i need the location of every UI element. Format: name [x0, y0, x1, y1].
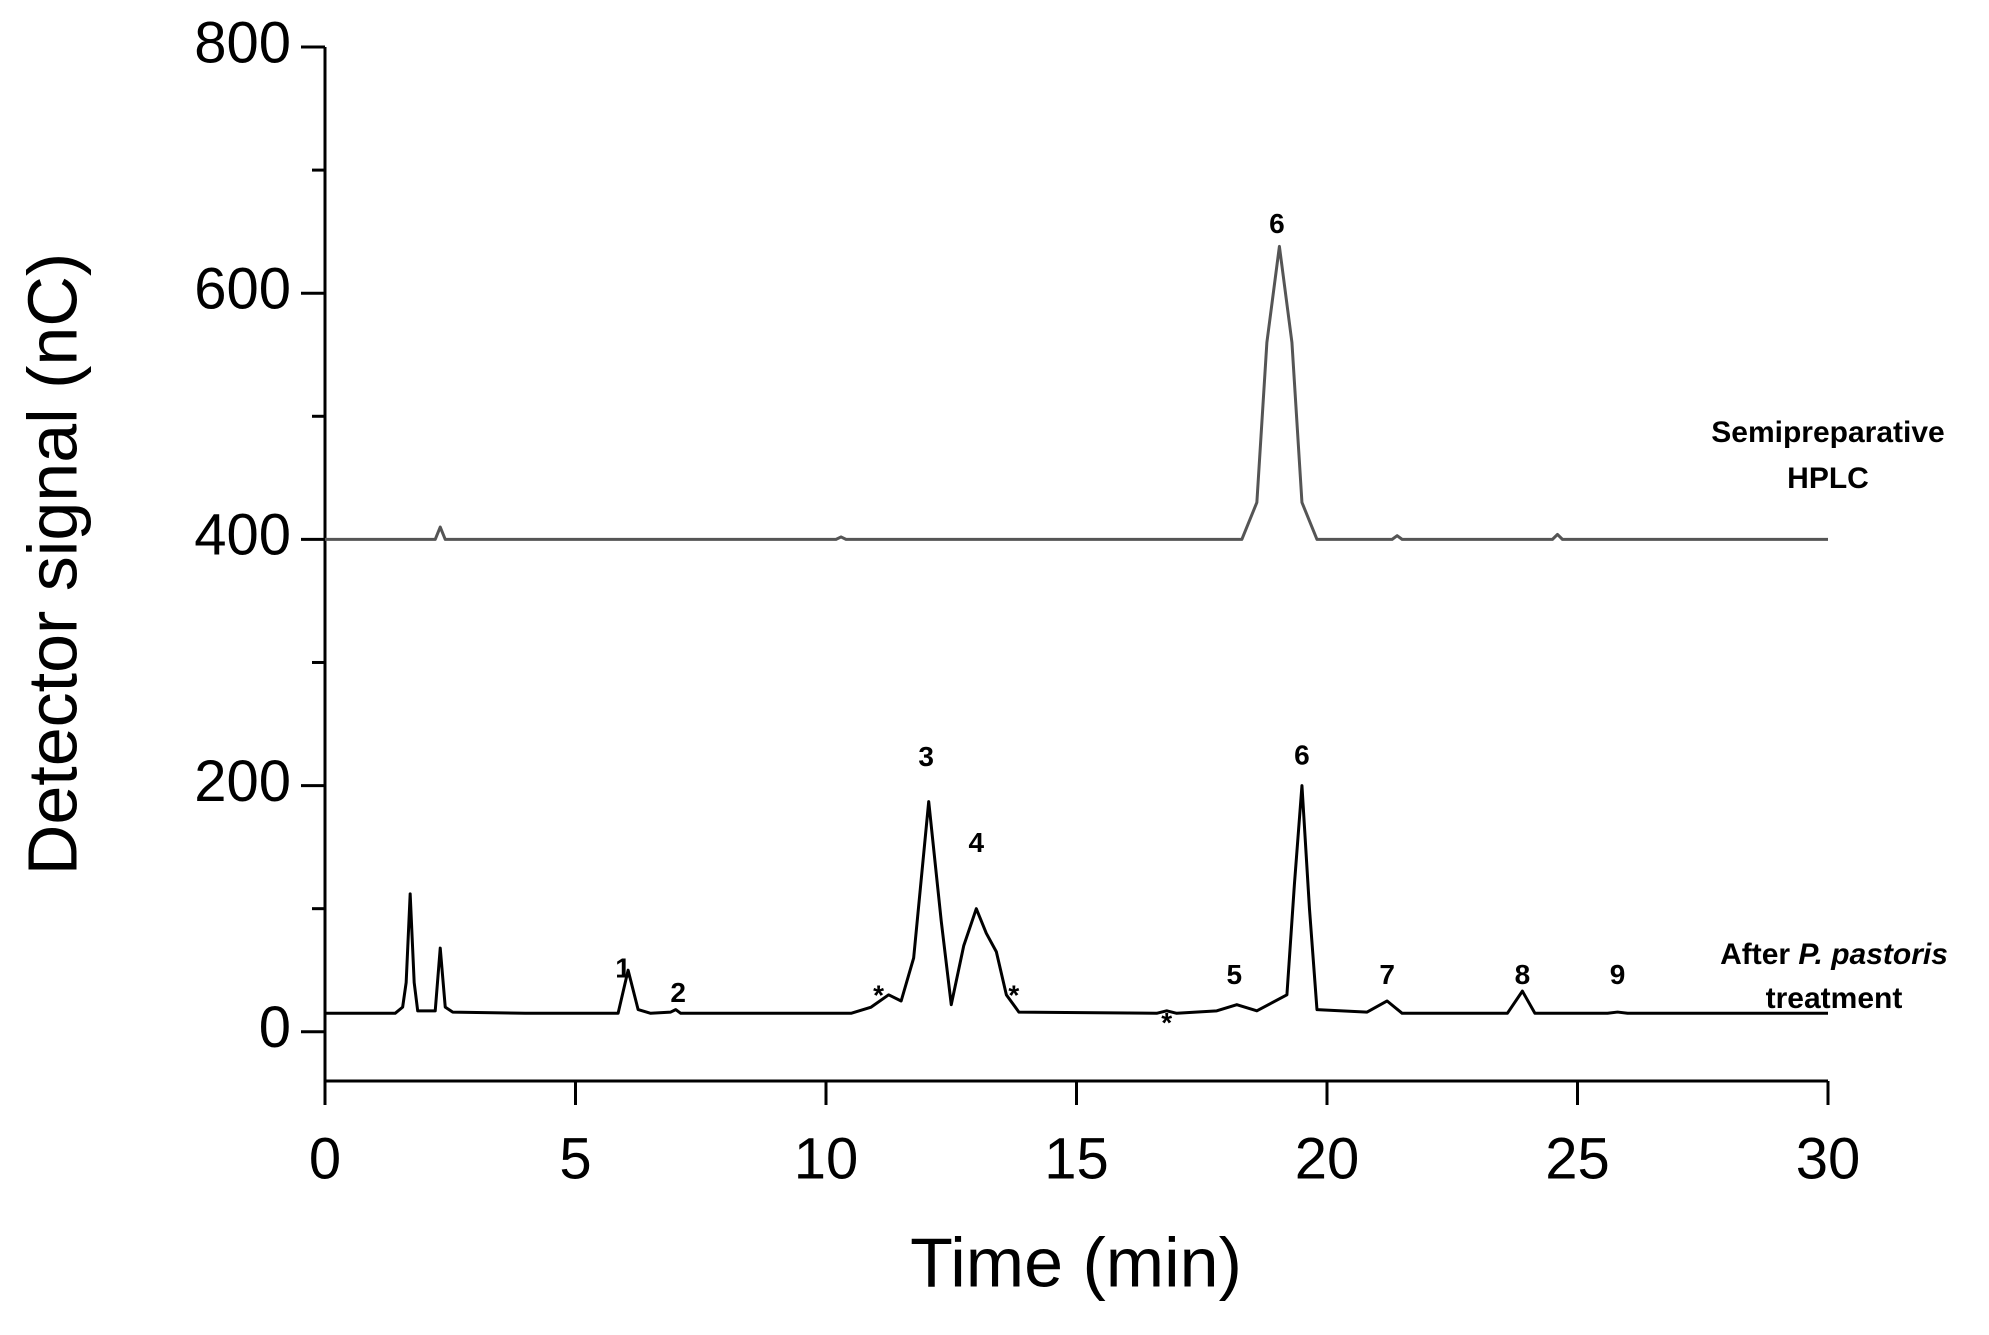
series-label: HPLC — [1787, 462, 1869, 495]
series-label-part: treatment — [1766, 982, 1903, 1015]
peak-label: 9 — [1610, 959, 1626, 990]
series-label-part: Semipreparative — [1711, 416, 1944, 449]
x-tick-label: 30 — [1796, 1126, 1861, 1191]
series-label-part: P. pastoris — [1798, 938, 1948, 971]
series-label-part: After — [1720, 938, 1798, 971]
x-tick-label: 0 — [309, 1126, 341, 1191]
x-tick-label: 5 — [559, 1126, 591, 1191]
x-tick-label: 25 — [1545, 1126, 1610, 1191]
y-tick-label: 200 — [194, 749, 291, 814]
series-line — [325, 244, 1828, 541]
peak-label: 3 — [918, 741, 934, 772]
series-label: treatment — [1766, 982, 1903, 1015]
peak-label: 4 — [969, 827, 985, 858]
peak-label: 2 — [670, 977, 686, 1008]
series-label-part: HPLC — [1787, 462, 1869, 495]
peak-label: 8 — [1515, 959, 1531, 990]
peak-label: 7 — [1379, 959, 1395, 990]
x-tick-label: 10 — [794, 1126, 859, 1191]
y-tick-label: 600 — [194, 257, 291, 322]
series-line — [325, 784, 1828, 1015]
x-tick-label: 15 — [1044, 1126, 1109, 1191]
y-axis-title: Detector signal (nC) — [13, 253, 91, 875]
peak-label: 5 — [1227, 959, 1243, 990]
y-tick-label: 0 — [259, 995, 291, 1060]
peak-label: 6 — [1294, 740, 1310, 771]
peak-label: * — [1008, 980, 1019, 1011]
peak-label: * — [1161, 1007, 1172, 1038]
y-tick-label: 800 — [194, 10, 291, 75]
series-label: Semipreparative — [1711, 416, 1944, 449]
peak-label: 1 — [615, 953, 631, 984]
peak-label: 6 — [1269, 208, 1285, 239]
x-tick-label: 20 — [1295, 1126, 1360, 1191]
y-tick-label: 400 — [194, 503, 291, 568]
x-axis-title: Time (min) — [910, 1223, 1242, 1301]
series-label: After P. pastoris — [1720, 938, 1948, 971]
peak-label: * — [873, 980, 884, 1011]
